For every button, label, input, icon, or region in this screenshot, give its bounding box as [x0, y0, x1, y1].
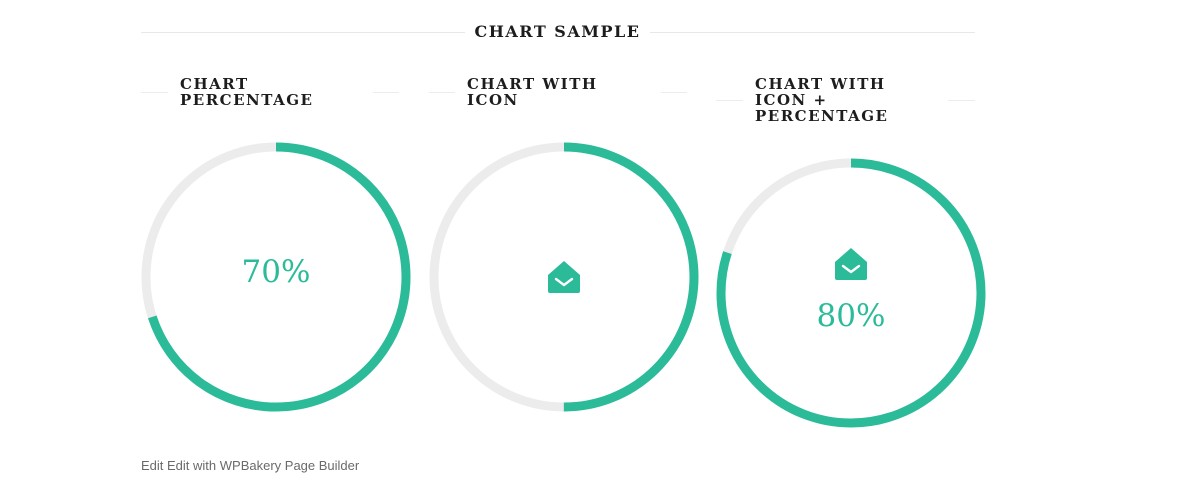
chart-title-line: CHART WITH — [467, 75, 598, 93]
title-divider-left — [141, 32, 465, 33]
title-divider-right — [650, 32, 975, 33]
column-3-divider-right — [948, 100, 975, 101]
chart-title-line: ICON + — [755, 91, 828, 109]
chart-title-percentage: CHART PERCENTAGE — [180, 76, 313, 108]
page-builder-edit-link[interactable]: Edit Edit with WPBakery Page Builder — [141, 458, 360, 473]
envelope-open-icon — [548, 261, 580, 293]
chart-progress-arc — [716, 158, 986, 428]
chart-title-icon: CHART WITH ICON — [467, 76, 598, 108]
chart-title-line: CHART WITH — [755, 75, 886, 93]
chart-icon — [429, 142, 699, 412]
column-1-divider-left — [141, 92, 168, 93]
column-1-divider-right — [373, 92, 399, 93]
envelope-open-icon — [835, 248, 867, 280]
chart-title-line: PERCENTAGE — [755, 107, 889, 125]
column-2-divider-left — [429, 92, 455, 93]
chart-percentage — [141, 142, 411, 412]
chart-icon-percentage — [716, 158, 986, 428]
chart-icon-percentage-label: 80% — [816, 298, 886, 334]
chart-progress-arc — [141, 142, 411, 412]
column-2-divider-right — [661, 92, 687, 93]
section-title: CHART SAMPLE — [474, 22, 641, 41]
chart-percentage-label: 70% — [241, 254, 311, 290]
chart-title-line: PERCENTAGE — [180, 91, 314, 109]
column-3-divider-left — [716, 100, 743, 101]
chart-title-icon-percentage: CHART WITH ICON + PERCENTAGE — [755, 76, 888, 124]
chart-progress-arc — [429, 142, 699, 412]
chart-title-line: CHART — [180, 75, 249, 93]
chart-title-line: ICON — [467, 91, 519, 109]
